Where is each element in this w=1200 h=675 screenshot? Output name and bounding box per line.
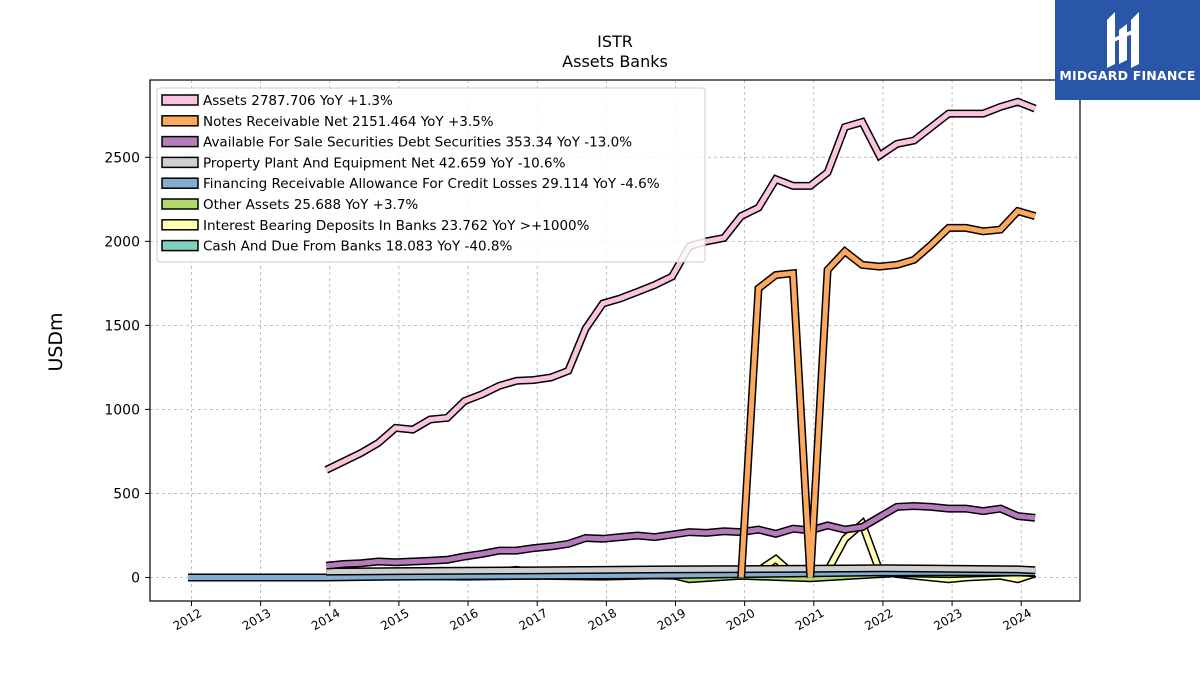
legend-swatch <box>161 239 199 252</box>
x-tick-label: 2013 <box>240 606 273 633</box>
y-tick-label: 0 <box>131 570 140 586</box>
y-tick-label: 2000 <box>104 234 140 250</box>
legend-swatch <box>161 219 199 231</box>
brand-logo: MIDGARD FINANCE <box>1055 0 1200 100</box>
y-tick-label: 1500 <box>104 318 140 334</box>
legend: Assets 2787.706 YoY +1.3% Notes Receivabl… <box>156 87 706 263</box>
series-3 <box>326 564 1036 576</box>
legend-entry: Property Plant And Equipment Net 42.659 … <box>203 155 566 171</box>
legend-swatch <box>161 177 199 189</box>
chart-title: ISTR <box>597 32 633 51</box>
x-tick-label: 2022 <box>862 606 895 633</box>
logo-text: MIDGARD FINANCE <box>1059 68 1196 83</box>
legend-swatch <box>161 94 199 106</box>
x-tick-label: 2023 <box>931 606 964 633</box>
x-tick-label: 2019 <box>655 606 688 633</box>
y-tick-label: 1000 <box>104 402 140 418</box>
x-tick-label: 2015 <box>378 606 411 633</box>
y-tick-label: 500 <box>113 486 140 502</box>
series-line <box>326 503 1036 569</box>
series-line <box>738 208 1036 578</box>
series-1 <box>737 206 1037 578</box>
legend-entry: Cash And Due From Banks 18.083 YoY -40.8… <box>203 239 512 255</box>
legend-swatch <box>161 156 199 169</box>
legend-swatch <box>161 135 199 148</box>
logo-mark-icon <box>1107 12 1139 68</box>
series-layer <box>188 97 1037 584</box>
x-tick-label: 2021 <box>793 606 826 633</box>
x-tick-label: 2024 <box>1000 606 1033 633</box>
legend-entry: Available For Sale Securities Debt Secur… <box>203 135 632 151</box>
x-tick-label: 2017 <box>516 606 549 633</box>
x-tick-label: 2018 <box>586 606 619 633</box>
legend-box <box>156 87 706 263</box>
chart-subtitle: Assets Banks <box>562 52 668 71</box>
legend-entry: Financing Receivable Allowance For Credi… <box>203 176 660 192</box>
legend-entry: Assets 2787.706 YoY +1.3% <box>203 93 393 109</box>
series-line <box>326 565 1036 575</box>
x-tick-label: 2014 <box>309 606 342 633</box>
legend-swatch <box>161 115 199 127</box>
series-2 <box>325 501 1036 570</box>
legend-entry: Interest Bearing Deposits In Banks 23.76… <box>203 218 590 234</box>
y-tick-label: 2500 <box>104 150 140 166</box>
y-axis-label: USDm <box>45 312 67 372</box>
x-tick-label: 2020 <box>724 606 757 633</box>
x-tick-label: 2012 <box>171 606 204 633</box>
legend-entry: Notes Receivable Net 2151.464 YoY +3.5% <box>203 114 494 130</box>
legend-swatch <box>161 198 199 210</box>
x-tick-label: 2016 <box>447 606 480 633</box>
legend-entry: Other Assets 25.688 YoY +3.7% <box>203 197 418 213</box>
plot-frame <box>149 79 1081 602</box>
